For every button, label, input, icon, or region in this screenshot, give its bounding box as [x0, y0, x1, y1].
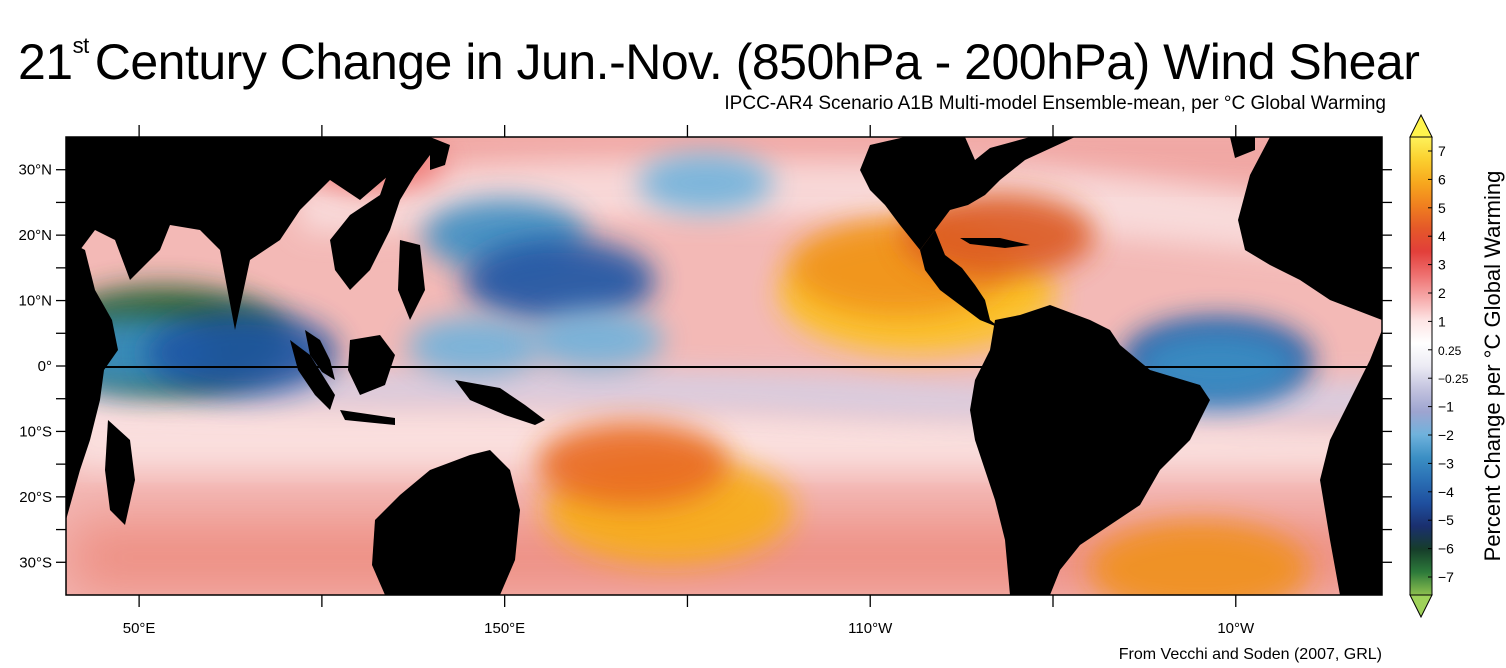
colorbar-tick-label: 2 — [1438, 285, 1446, 301]
y-tick-label: 0° — [38, 358, 52, 375]
land-europe-iberia — [1230, 137, 1255, 158]
x-tick-label: 10°W — [1217, 620, 1255, 637]
map-field — [66, 137, 1382, 595]
land-australia — [372, 450, 520, 595]
land-sumatra — [290, 340, 335, 410]
y-axis-labels: 30°N 20°N 10°N 0° 10°S 20°S 30°S — [18, 162, 52, 572]
colorbar-tick-label: 4 — [1438, 228, 1446, 244]
colorbar-body — [1409, 136, 1433, 596]
colorbar-tick-label: 1 — [1438, 313, 1446, 329]
colorbar-tick-labels: 7 6 5 4 3 2 1 0.25 −0.25 −1 −2 −3 −4 −5 −6 −7 — [1428, 143, 1469, 585]
land-asia — [66, 137, 400, 330]
land-africa-arabia — [66, 137, 118, 520]
colorbar-tick-label: −3 — [1438, 455, 1454, 471]
anomaly-blob — [407, 316, 544, 377]
land-southern-africa — [1320, 330, 1382, 595]
colorbar-tick-label: 0.25 — [1438, 344, 1462, 358]
colorbar-tick-label: −6 — [1438, 541, 1454, 557]
y-tick-label: 30°N — [18, 162, 52, 179]
x-tick-label: 150°E — [484, 620, 525, 637]
land-west-africa — [1238, 137, 1382, 320]
anomaly-blob — [463, 238, 656, 323]
land-philippines — [398, 240, 425, 320]
colorbar-tick-label: 7 — [1438, 143, 1446, 159]
colorbar-tick-label: −7 — [1438, 569, 1454, 585]
colorbar-top-arrow — [1409, 113, 1433, 138]
anomaly-blob — [536, 422, 729, 507]
colorbar-tick-label: 3 — [1438, 257, 1446, 273]
colorbar: 7 6 5 4 3 2 1 0.25 −0.25 −1 −2 −3 −4 −5 −6 −7 — [1409, 113, 1469, 619]
x-tick-label: 50°E — [123, 620, 156, 637]
land-java — [340, 410, 395, 425]
land-japan — [430, 137, 450, 170]
colorbar-tick-label: −1 — [1438, 399, 1454, 415]
colorbar-tick-label: 6 — [1438, 171, 1446, 187]
colorbar-tick-label: −4 — [1438, 484, 1454, 500]
land-madagascar — [105, 420, 135, 525]
y-tick-label: 20°N — [18, 227, 52, 244]
land-new-guinea — [455, 380, 545, 425]
anomaly-blob — [637, 152, 774, 213]
x-axis-labels: 50°E 150°E 110°W 10°W — [123, 620, 1255, 637]
land-florida-mexico — [920, 230, 1000, 328]
x-tick-label: 110°W — [848, 620, 893, 637]
land-masses — [66, 137, 1382, 595]
map-subtitle: IPCC-AR4 Scenario A1B Multi-model Ensemb… — [724, 93, 1386, 114]
y-tick-label: 30°S — [19, 554, 52, 571]
map-title: 21st Century Change in Jun.-Nov. (850hPa … — [18, 33, 1420, 90]
colorbar-tick-label: −0.25 — [1438, 372, 1469, 386]
anomaly-blob — [145, 310, 338, 395]
colorbar-tick-label: −2 — [1438, 427, 1454, 443]
y-tick-label: 10°S — [19, 423, 52, 440]
x-axis-ticks — [138, 125, 1237, 607]
colorbar-title: Percent Change per °C Global Warming — [1480, 170, 1505, 562]
credit-text: From Vecchi and Soden (2007, GRL) — [1118, 646, 1382, 663]
colorbar-bottom-arrow — [1409, 594, 1433, 619]
colorbar-tick-label: 5 — [1438, 200, 1446, 216]
y-tick-label: 20°S — [19, 489, 52, 506]
land-borneo — [348, 335, 395, 395]
land-cuba — [960, 238, 1030, 248]
land-north-america — [860, 137, 1075, 250]
white-band-north — [300, 158, 1382, 260]
colorbar-tick-label: −5 — [1438, 512, 1454, 528]
anomaly-blob — [902, 193, 1095, 278]
land-south-america — [970, 305, 1210, 595]
anomaly-blob — [528, 309, 665, 370]
y-tick-label: 10°N — [18, 293, 52, 310]
anomaly-blob — [1089, 520, 1310, 595]
land-china-coast — [330, 137, 430, 290]
y-axis-ticks — [56, 169, 1392, 563]
